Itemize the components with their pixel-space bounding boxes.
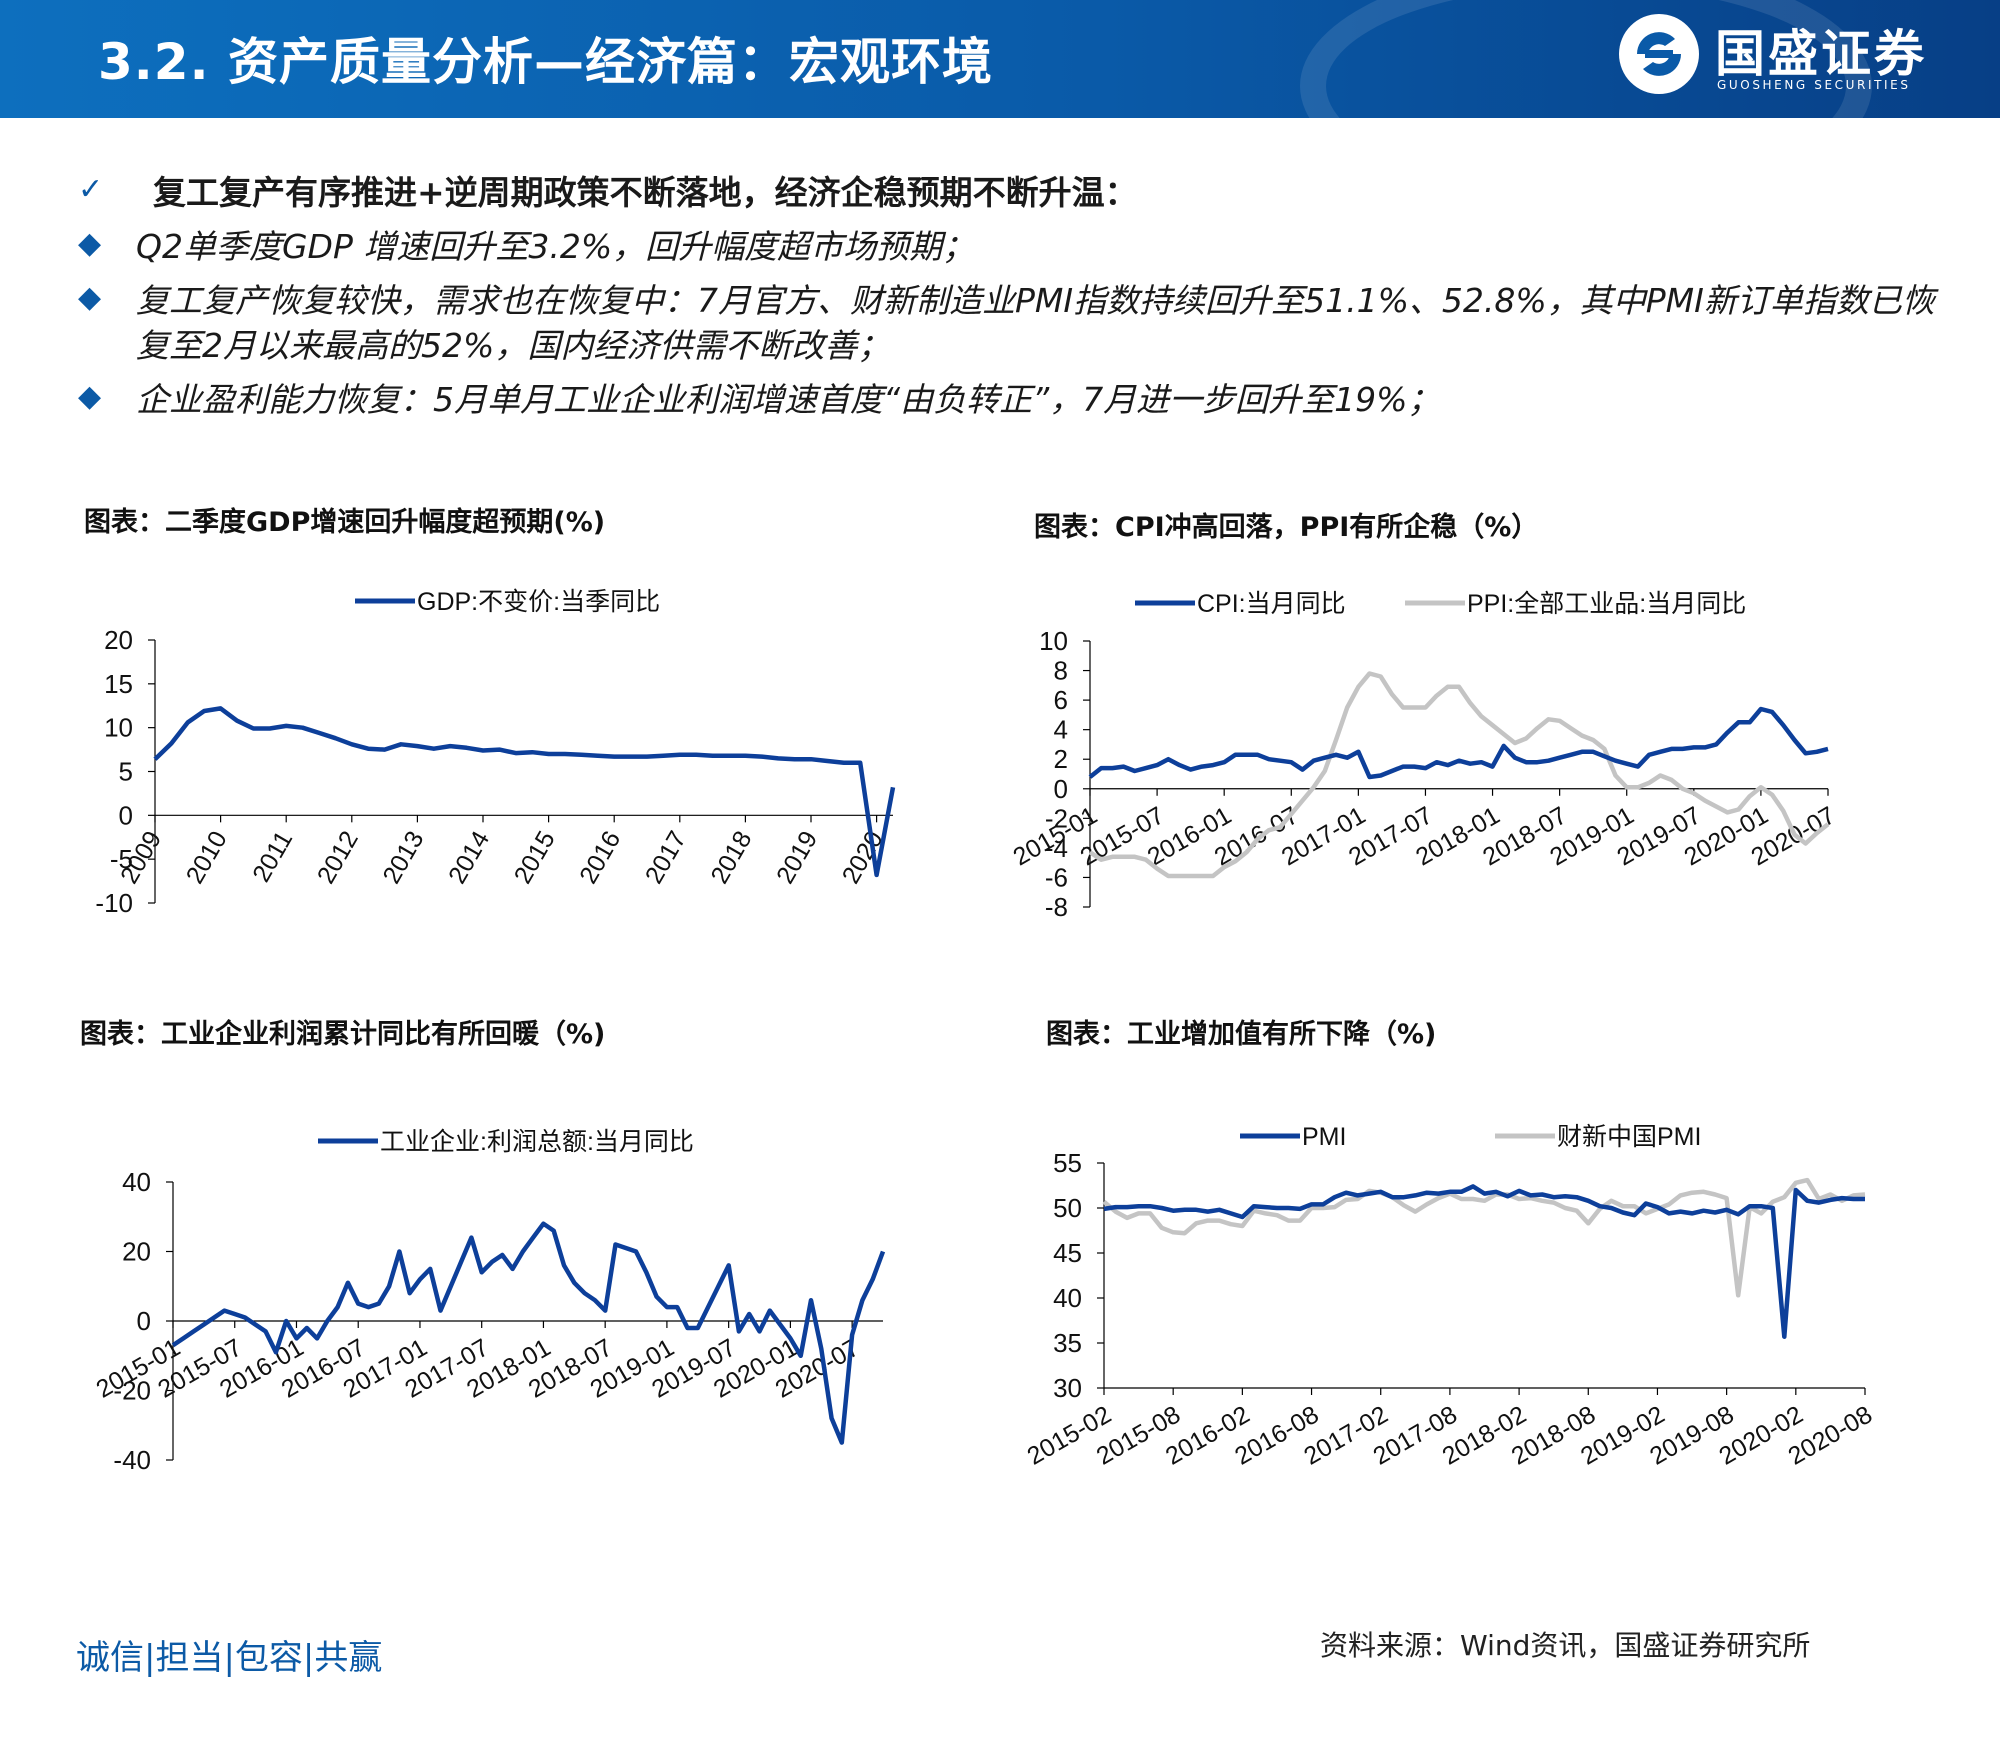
series-line [1102,1177,1866,1298]
bullet-text: 复工复产有序推进+逆周期政策不断落地，经济企稳预期不断升温： [153,173,1138,212]
y-tick-label: 5 [119,757,133,787]
source-note: 资料来源：Wind资讯，国盛证券研究所 [1320,1629,1811,1662]
chart-title-cpi-ppi: 图表：CPI冲高回落，PPI有所企稳（%） [1034,512,1539,543]
y-tick-label: 2 [1054,744,1068,774]
series-line [1103,1184,1865,1339]
logo-subtitle: GUOSHENG SECURITIES [1717,78,1911,92]
y-tick-label: -5 [110,844,133,874]
bullet-list: ✓ 复工复产有序推进+逆周期政策不断落地，经济企稳预期不断升温： ◆ Q2单季度… [78,170,1938,431]
chart-title-profit: 图表：工业企业利润累计同比有所回暖（%) [80,1019,606,1050]
x-tick-label: 2017 [640,826,692,888]
series-line [1088,706,1829,780]
y-tick-label: 20 [104,625,133,655]
diamond-bullet-icon: ◆ [78,379,102,414]
x-tick-label: 2013 [377,826,429,888]
y-tick-label: 0 [137,1306,151,1336]
legend-label: 财新中国PMI [1557,1123,1701,1151]
legend-label: 工业企业:利润总额:当月同比 [380,1128,694,1156]
series-line [171,1221,886,1445]
y-tick-label: 40 [122,1167,151,1197]
y-tick-label: -4 [1045,833,1068,863]
y-tick-label: 10 [104,713,133,743]
y-tick-label: 15 [104,669,133,699]
legend-label: PPI:全部工业品:当月同比 [1467,590,1746,618]
y-tick-label: 50 [1053,1193,1082,1223]
y-tick-label: 20 [122,1237,151,1267]
y-tick-label: 6 [1054,685,1068,715]
y-tick-label: 35 [1053,1328,1082,1358]
y-tick-label: 40 [1053,1283,1082,1313]
y-tick-label: -40 [113,1445,151,1475]
check-icon: ✓ [78,172,104,207]
y-tick-label: -10 [95,888,133,918]
y-tick-label: 8 [1054,656,1068,686]
series-line [1088,671,1830,879]
x-tick-label: 2010 [181,826,233,888]
y-tick-label: 55 [1053,1148,1082,1178]
bullet-item: ◆ 复工复产恢复较快，需求也在恢复中：7月官方、财新制造业PMI指数持续回升至5… [78,278,1938,368]
header-bar: 3.2. 资产质量分析—经济篇：宏观环境 国盛证券 GUOSHENG SECUR… [0,0,2000,118]
diamond-bullet-icon: ◆ [78,226,102,261]
y-tick-label: 30 [1053,1373,1082,1403]
y-tick-label: 10 [1039,626,1068,656]
bullet-text: 企业盈利能力恢复：5月单月工业企业利润增速首度“由负转正”，7月进一步回升至19… [136,380,1441,419]
footer-slogan: 诚信|担当|包容|共赢 [76,1638,383,1678]
company-logo: 国盛证券 GUOSHENG SECURITIES [1615,8,1995,108]
y-tick-label: 0 [119,800,133,830]
bullet-text: 复工复产恢复较快，需求也在恢复中：7月官方、财新制造业PMI指数持续回升至51.… [136,281,1935,365]
chart-title-gdp: 图表：二季度GDP增速回升幅度超预期(%) [84,507,606,538]
legend-label: PMI [1302,1123,1346,1151]
diamond-bullet-icon: ◆ [78,280,102,315]
logo-name: 国盛证券 [1715,25,1927,83]
x-tick-label: 2015 [509,826,561,888]
legend-label: CPI:当月同比 [1197,590,1346,618]
y-tick-label: 45 [1053,1238,1082,1268]
x-tick-label: 2014 [443,826,495,888]
y-tick-label: -20 [113,1376,151,1406]
chart-title-pmi: 图表：工业增加值有所下降（%) [1046,1019,1437,1050]
bullet-text: Q2单季度GDP 增速回升至3.2%，回升幅度超市场预期； [136,227,976,266]
page-title: 3.2. 资产质量分析—经济篇：宏观环境 [98,33,993,91]
x-tick-label: 2018 [705,826,757,888]
x-tick-label: 2011 [247,826,298,887]
bullet-item: ◆ 企业盈利能力恢复：5月单月工业企业利润增速首度“由负转正”，7月进一步回升至… [78,377,1938,422]
y-tick-label: 4 [1054,715,1068,745]
bullet-item: ◆ Q2单季度GDP 增速回升至3.2%，回升幅度超市场预期； [78,224,1938,269]
y-tick-label: -2 [1045,803,1068,833]
x-tick-label: 2012 [312,826,364,888]
x-tick-label: 2016 [574,826,626,888]
y-tick-label: 0 [1054,774,1068,804]
x-tick-label: 2019 [771,826,823,888]
y-tick-label: -8 [1045,892,1068,922]
series-line [153,706,896,878]
y-tick-label: -6 [1045,862,1068,892]
logo-mark-icon [1619,14,1699,94]
bullet-item: ✓ 复工复产有序推进+逆周期政策不断落地，经济企稳预期不断升温： [78,170,1938,215]
legend-label: GDP:不变价:当季同比 [417,588,660,616]
